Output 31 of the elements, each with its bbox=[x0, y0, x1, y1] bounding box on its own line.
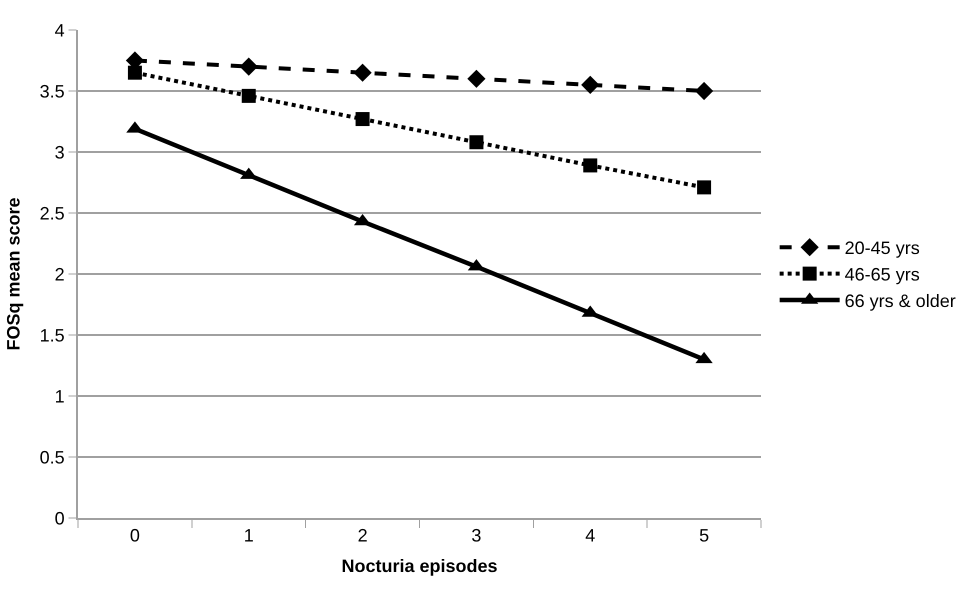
point bbox=[242, 88, 256, 103]
y-tick-label: 2.5 bbox=[40, 203, 65, 224]
point bbox=[583, 158, 598, 172]
point bbox=[694, 82, 714, 100]
y-tick-label: 1 bbox=[54, 386, 65, 406]
legend-label: 20-45 yrs bbox=[844, 238, 920, 258]
x-tick-label: 0 bbox=[130, 525, 140, 546]
point bbox=[353, 64, 372, 82]
point bbox=[469, 135, 484, 150]
x-tick-label: 3 bbox=[471, 525, 482, 546]
point bbox=[581, 76, 600, 94]
legend-label: 66 yrs & older bbox=[844, 291, 956, 312]
x-tick-label: 5 bbox=[699, 525, 710, 546]
y-tick-label: 0 bbox=[54, 508, 65, 528]
y-tick-label: 3 bbox=[54, 142, 65, 162]
point bbox=[356, 112, 370, 126]
y-tick-label: 2 bbox=[54, 264, 65, 284]
point bbox=[240, 58, 258, 76]
x-tick-label: 4 bbox=[585, 525, 596, 546]
x-tick-label: 2 bbox=[358, 525, 368, 546]
x-axis-title: Nocturia episodes bbox=[341, 556, 498, 576]
legend-label: 46-65 yrs bbox=[844, 264, 920, 285]
point bbox=[697, 180, 712, 194]
y-tick-label: 1.5 bbox=[40, 325, 65, 346]
y-tick-label: 0.5 bbox=[40, 447, 65, 468]
x-tick-label: 1 bbox=[244, 525, 254, 546]
point bbox=[128, 66, 142, 80]
y-tick-label: 4 bbox=[54, 20, 65, 40]
y-axis-title: FOSq mean score bbox=[3, 197, 24, 351]
y-tick-label: 3.5 bbox=[40, 81, 65, 102]
point bbox=[467, 70, 486, 88]
